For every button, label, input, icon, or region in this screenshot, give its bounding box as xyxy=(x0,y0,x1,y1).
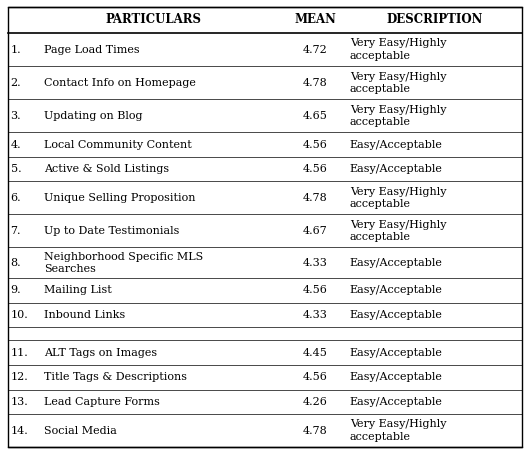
Text: Mailing List: Mailing List xyxy=(44,286,112,296)
Text: 7.: 7. xyxy=(11,226,21,236)
Text: 4.26: 4.26 xyxy=(303,397,328,407)
Text: Up to Date Testimonials: Up to Date Testimonials xyxy=(44,226,179,236)
Text: 4.72: 4.72 xyxy=(303,44,328,54)
Text: Contact Info on Homepage: Contact Info on Homepage xyxy=(44,78,196,88)
Text: 4.65: 4.65 xyxy=(303,111,328,121)
Text: Easy/Acceptable: Easy/Acceptable xyxy=(350,372,443,382)
Text: Active & Sold Listings: Active & Sold Listings xyxy=(44,164,169,174)
Text: 5.: 5. xyxy=(11,164,21,174)
Text: 4.56: 4.56 xyxy=(303,372,328,382)
Text: Updating on Blog: Updating on Blog xyxy=(44,111,143,121)
Text: Easy/Acceptable: Easy/Acceptable xyxy=(350,286,443,296)
Text: 6.: 6. xyxy=(11,193,21,203)
Text: 4.33: 4.33 xyxy=(303,258,328,268)
Text: Easy/Acceptable: Easy/Acceptable xyxy=(350,397,443,407)
Text: 11.: 11. xyxy=(11,348,28,358)
Text: 3.: 3. xyxy=(11,111,21,121)
Text: 4.56: 4.56 xyxy=(303,286,328,296)
Text: 14.: 14. xyxy=(11,426,28,436)
Text: Social Media: Social Media xyxy=(44,426,117,436)
Text: 4.78: 4.78 xyxy=(303,426,328,436)
Text: Easy/Acceptable: Easy/Acceptable xyxy=(350,139,443,149)
Text: Neighborhood Specific MLS
Searches: Neighborhood Specific MLS Searches xyxy=(44,252,203,274)
Text: 1.: 1. xyxy=(11,44,21,54)
Text: Page Load Times: Page Load Times xyxy=(44,44,139,54)
Text: Very Easy/Highly
acceptable: Very Easy/Highly acceptable xyxy=(350,72,446,94)
Text: Very Easy/Highly
acceptable: Very Easy/Highly acceptable xyxy=(350,187,446,209)
Text: 4.78: 4.78 xyxy=(303,78,328,88)
Text: Easy/Acceptable: Easy/Acceptable xyxy=(350,164,443,174)
Text: Easy/Acceptable: Easy/Acceptable xyxy=(350,258,443,268)
Text: 10.: 10. xyxy=(11,310,28,320)
Text: 2.: 2. xyxy=(11,78,21,88)
Text: DESCRIPTION: DESCRIPTION xyxy=(386,14,483,26)
Text: Inbound Links: Inbound Links xyxy=(44,310,125,320)
Text: 4.67: 4.67 xyxy=(303,226,328,236)
Text: Very Easy/Highly
acceptable: Very Easy/Highly acceptable xyxy=(350,39,446,61)
Text: Lead Capture Forms: Lead Capture Forms xyxy=(44,397,160,407)
Text: PARTICULARS: PARTICULARS xyxy=(105,14,202,26)
Text: 4.45: 4.45 xyxy=(303,348,328,358)
Text: 4.: 4. xyxy=(11,139,21,149)
Text: 4.56: 4.56 xyxy=(303,164,328,174)
Text: 4.33: 4.33 xyxy=(303,310,328,320)
Text: Easy/Acceptable: Easy/Acceptable xyxy=(350,348,443,358)
Text: 12.: 12. xyxy=(11,372,28,382)
Text: Very Easy/Highly
acceptable: Very Easy/Highly acceptable xyxy=(350,220,446,242)
Text: Very Easy/Highly
acceptable: Very Easy/Highly acceptable xyxy=(350,419,446,442)
Text: Very Easy/Highly
acceptable: Very Easy/Highly acceptable xyxy=(350,104,446,127)
Text: ALT Tags on Images: ALT Tags on Images xyxy=(44,348,157,358)
Text: MEAN: MEAN xyxy=(294,14,337,26)
Text: 8.: 8. xyxy=(11,258,21,268)
Text: 4.56: 4.56 xyxy=(303,139,328,149)
Text: Local Community Content: Local Community Content xyxy=(44,139,192,149)
Text: Title Tags & Descriptions: Title Tags & Descriptions xyxy=(44,372,187,382)
Text: 4.78: 4.78 xyxy=(303,193,328,203)
Text: Unique Selling Proposition: Unique Selling Proposition xyxy=(44,193,196,203)
Text: 9.: 9. xyxy=(11,286,21,296)
Text: 13.: 13. xyxy=(11,397,28,407)
Text: Easy/Acceptable: Easy/Acceptable xyxy=(350,310,443,320)
